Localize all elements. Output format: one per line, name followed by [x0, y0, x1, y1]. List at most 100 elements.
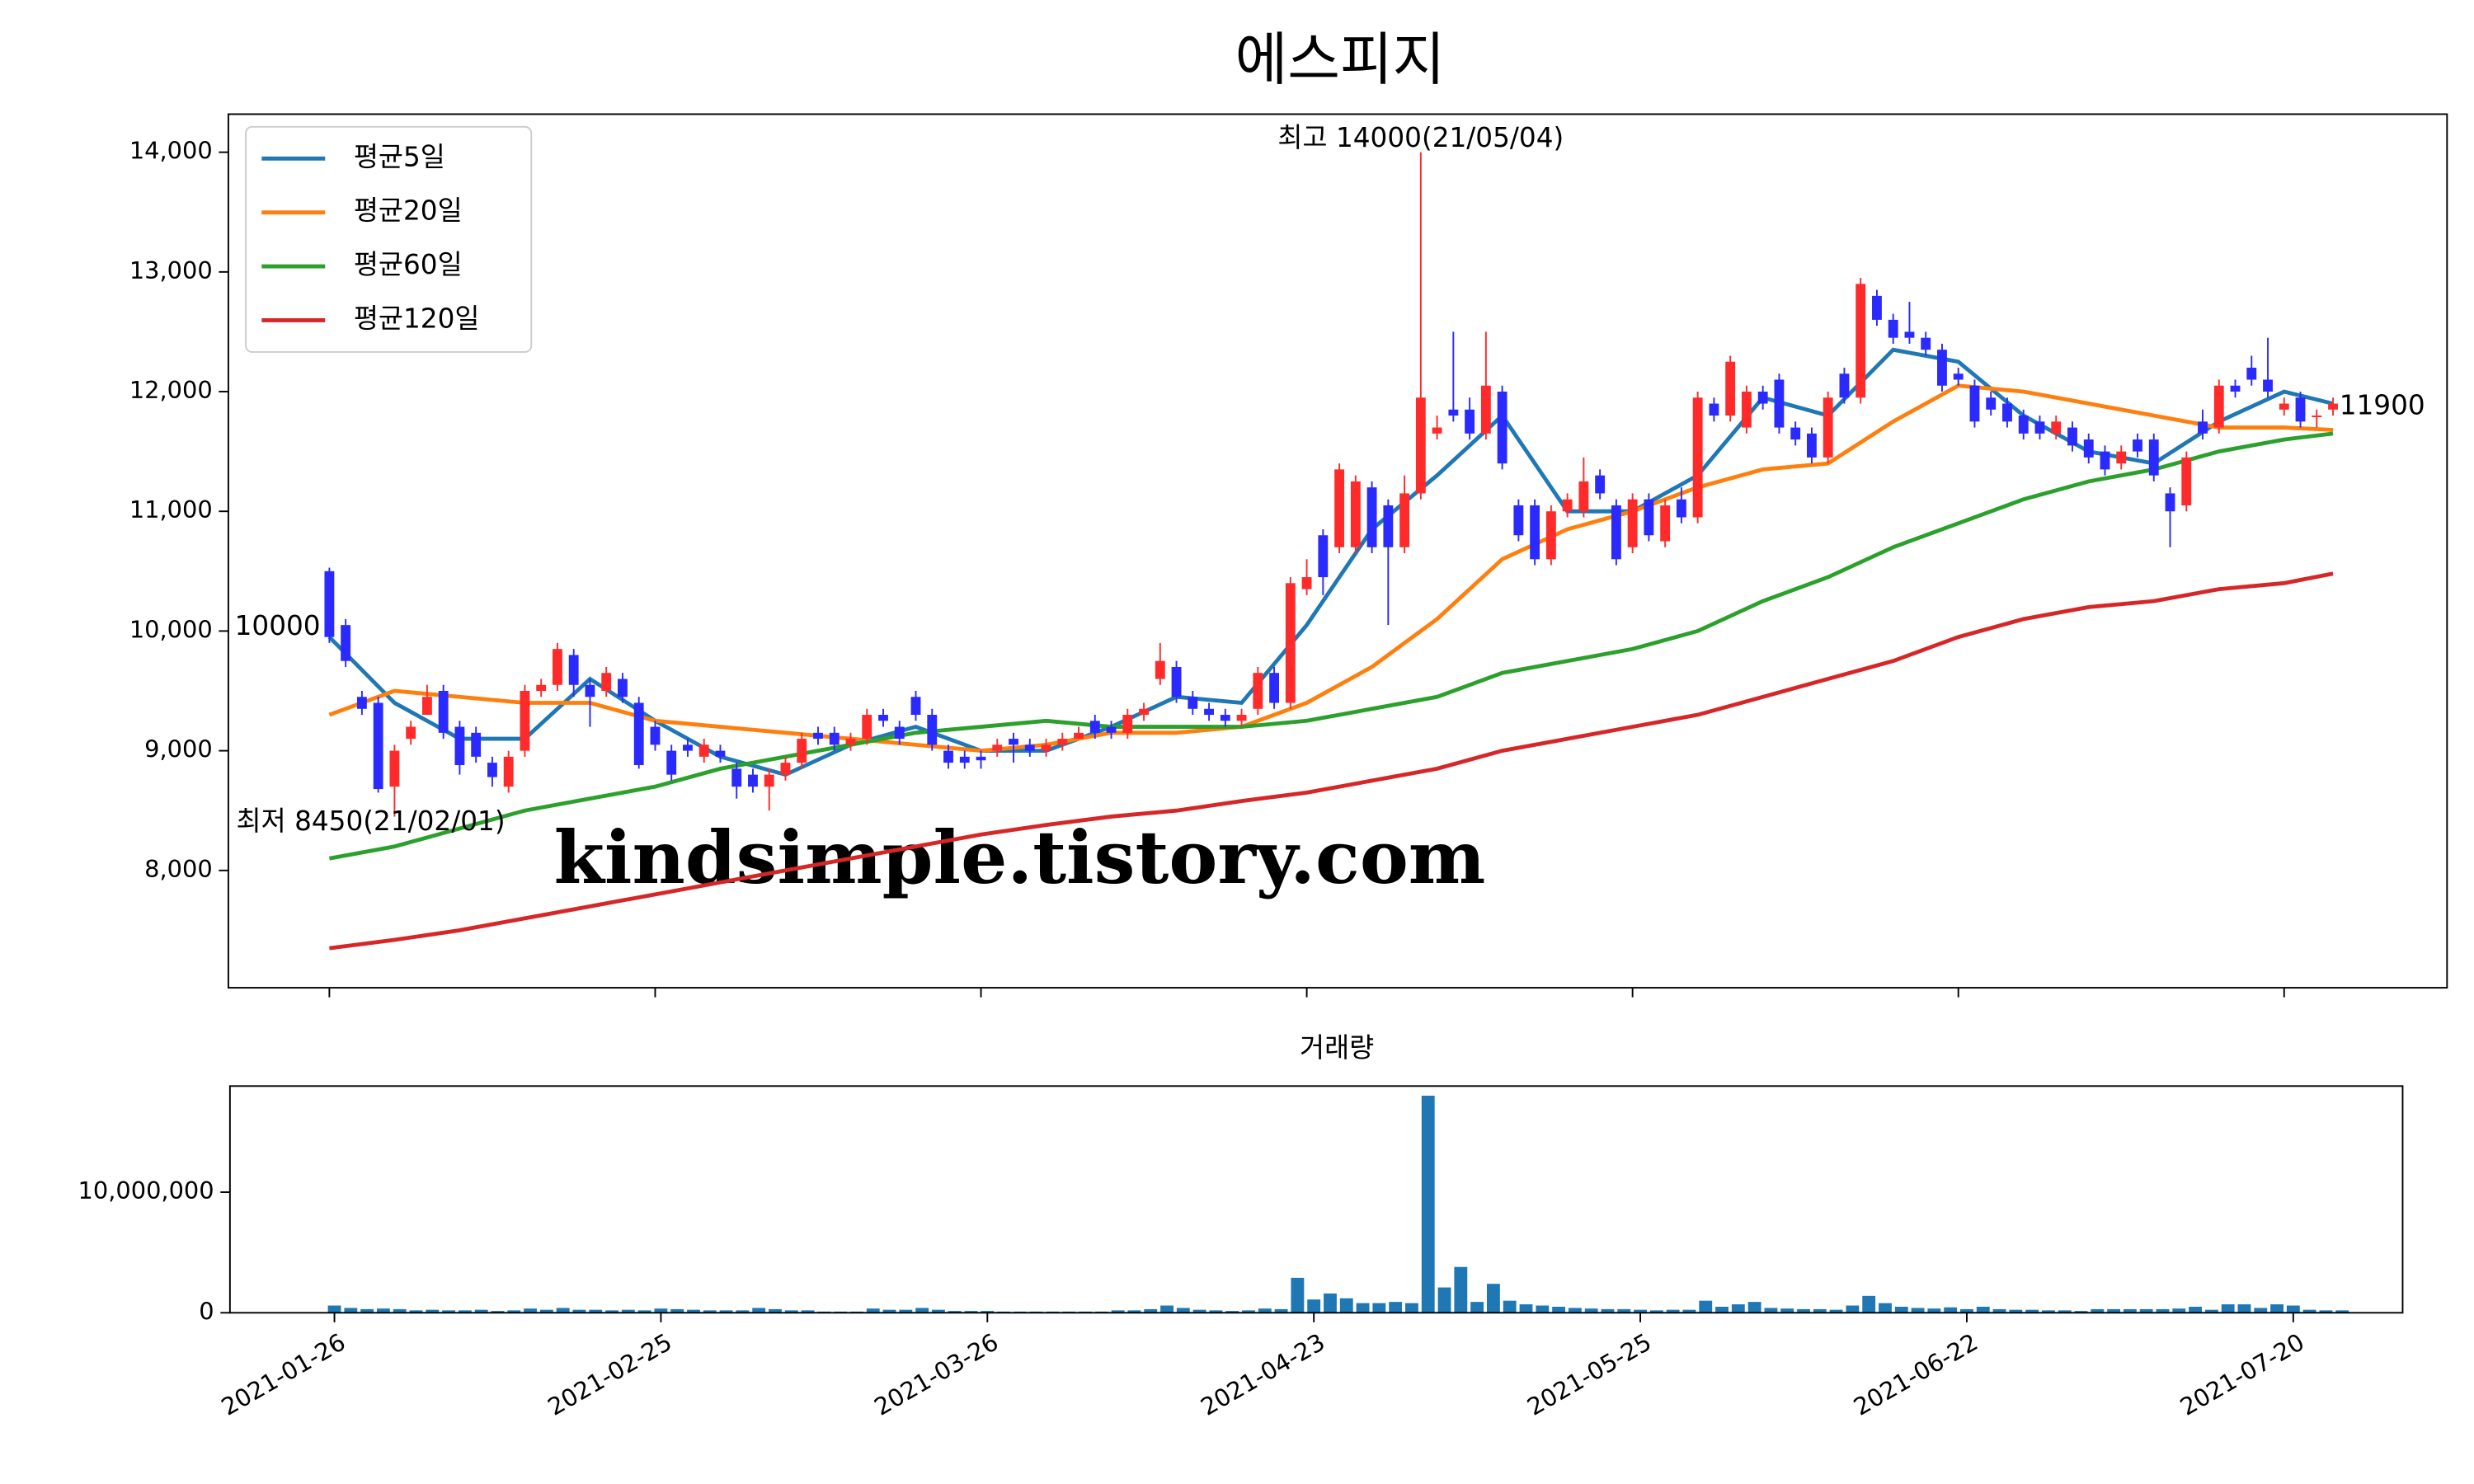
y-tick-label: 14,000 [129, 137, 213, 165]
volume-bar [1944, 1307, 1958, 1313]
candle-body [2148, 439, 2159, 476]
y-tick-label: 11,000 [129, 495, 213, 524]
volume-bar [1389, 1302, 1403, 1313]
y-tick-label: 8,000 [144, 855, 213, 883]
candle-body [976, 756, 986, 761]
y-tick-label: 10,000 [129, 615, 213, 643]
candle-body [1465, 409, 1475, 434]
plot-frame [227, 113, 2448, 989]
volume-bar [736, 1310, 750, 1313]
volume-bar [621, 1309, 635, 1313]
volume-bar [1894, 1306, 1908, 1313]
candle-body [1692, 397, 1703, 518]
volume-bar [2270, 1304, 2284, 1313]
candle-body [356, 697, 367, 709]
volume-bar [1470, 1302, 1484, 1313]
candle-body [698, 744, 709, 757]
volume-bar [1634, 1309, 1647, 1313]
candle-body [438, 690, 449, 733]
candle-body [780, 763, 791, 775]
candle-body [1139, 708, 1149, 716]
ma-line [329, 571, 2334, 951]
volume-bar [1176, 1308, 1190, 1313]
candle-body [845, 739, 856, 745]
volume-bar [1421, 1096, 1435, 1313]
volume-bar [2091, 1308, 2105, 1313]
volume-bar [1584, 1308, 1598, 1313]
volume-bar [1568, 1308, 1582, 1313]
candle-body [927, 715, 938, 745]
volume-bar [507, 1310, 521, 1313]
volume-bar [981, 1311, 995, 1313]
candle-body [1171, 666, 1182, 697]
candle-body [1644, 499, 1654, 536]
volume-bar [1911, 1308, 1925, 1313]
volume-bar [409, 1310, 423, 1313]
volume-bar [899, 1309, 913, 1313]
volume-bar [654, 1308, 668, 1313]
volume-bar [1405, 1303, 1418, 1313]
candle-body [1383, 505, 1394, 547]
volume-bar [2139, 1308, 2153, 1313]
volume-bar [1862, 1295, 1876, 1313]
volume-bar [539, 1309, 553, 1313]
candle-body [1399, 493, 1410, 547]
candle-body [1350, 481, 1361, 547]
candle-body [2246, 367, 2257, 380]
candle-body [2295, 397, 2306, 422]
candle-body [2198, 421, 2208, 434]
volume-bar [376, 1308, 390, 1313]
volume-bar [948, 1311, 962, 1313]
candle-body [1448, 409, 1459, 416]
volume-bar [2286, 1305, 2300, 1313]
candle-body [1415, 397, 1426, 494]
volume-bar [458, 1310, 472, 1313]
candle-body [829, 732, 840, 745]
volume-bar [2107, 1308, 2121, 1313]
volume-bar [1307, 1299, 1321, 1313]
ma-line [328, 383, 2334, 754]
candle-body [487, 763, 497, 777]
candle-body [1904, 331, 1915, 338]
volume-bar [1601, 1308, 1615, 1313]
volume-bar [2042, 1310, 2055, 1313]
volume-bar [1976, 1306, 1990, 1313]
volume-bar [1764, 1308, 1778, 1313]
candle-body [1757, 392, 1768, 404]
volume-bar [491, 1311, 505, 1313]
volume-bar [1649, 1310, 1663, 1313]
candle-body [2279, 403, 2289, 410]
volume-bar [1356, 1303, 1370, 1313]
candle-body [1969, 385, 1980, 422]
candle-body [2018, 416, 2029, 434]
volume-bar [752, 1308, 766, 1313]
volume-bar [393, 1308, 407, 1313]
volume-bar [1747, 1302, 1761, 1313]
volume-bar [2189, 1306, 2202, 1313]
volume-bar [605, 1310, 618, 1313]
candle-body [943, 750, 953, 763]
volume-bar [1960, 1308, 1973, 1313]
min-annotation: 최저 8450(21/02/01) [237, 805, 506, 837]
candle-body [1595, 475, 1606, 494]
candle-body [601, 673, 612, 691]
candle-body [2067, 427, 2077, 446]
candle-body [1790, 427, 1801, 440]
candle-body [1220, 715, 1230, 721]
volume-bar [769, 1308, 782, 1313]
volume-bar [964, 1311, 978, 1313]
candle-body [520, 690, 530, 751]
volume-bar [784, 1310, 798, 1313]
volume-bar [2123, 1308, 2137, 1313]
volume-bar [1111, 1310, 1125, 1313]
candle-body [1530, 505, 1540, 560]
candle-body [1074, 732, 1084, 740]
volume-bar [2025, 1309, 2039, 1313]
volume-bar [2074, 1311, 2088, 1313]
candle-body [324, 571, 335, 637]
candle-body [1823, 397, 1833, 458]
volume-bar [637, 1310, 651, 1313]
candle-body [1627, 499, 1638, 547]
candle-body [2133, 439, 2142, 452]
